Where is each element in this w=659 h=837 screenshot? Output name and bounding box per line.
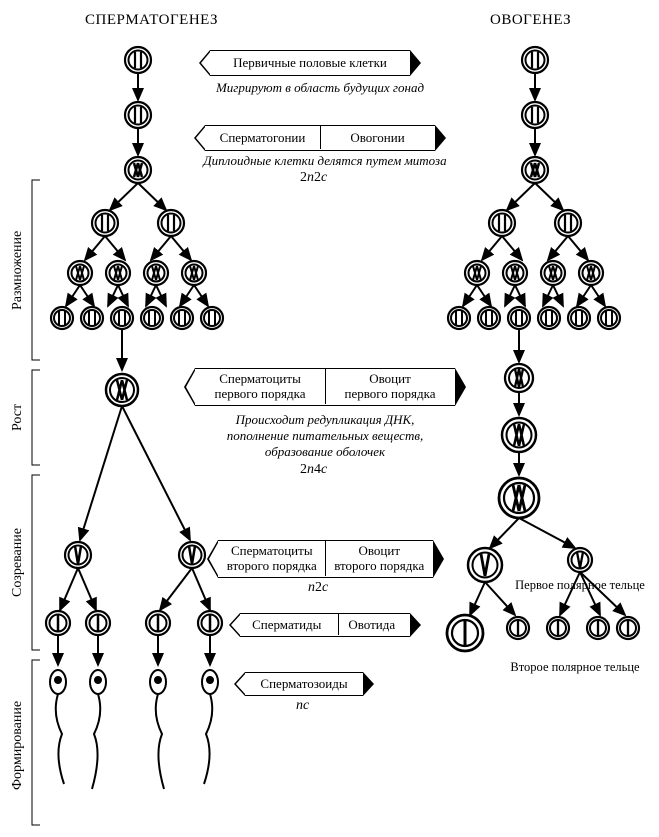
formula-2n4c: 2n4c: [300, 462, 327, 478]
formula-nc: nc: [296, 698, 309, 714]
divider-gonia: [320, 125, 321, 149]
divider-tids: [338, 613, 339, 635]
label-ooc2: Овоцит второго порядка: [326, 544, 434, 574]
stage-growth: Рост: [10, 395, 26, 440]
label-ootid: Овотида: [334, 618, 411, 633]
box-pgc: Первичные половые клетки: [210, 50, 410, 76]
label-spermatozoa: Сперматозоиды: [260, 677, 347, 692]
formula-n2c: n2c: [308, 580, 328, 596]
title-left: СПЕРМАТОГЕНЕЗ: [85, 12, 218, 29]
label-spermatogonia: Сперматогонии: [205, 131, 320, 146]
caption-growth-desc: Происходит редупликация ДНК, пополнение …: [190, 412, 460, 460]
divider-secondary: [325, 540, 326, 576]
label-spermatids: Сперматиды: [240, 618, 334, 633]
title-right: ОВОГЕНЕЗ: [490, 12, 571, 29]
label-pgc: Первичные половые клетки: [233, 56, 387, 71]
label-spc2: Сперматоциты второго порядка: [218, 544, 326, 574]
caption-mitosis: Диплоидные клетки делятся путем митоза: [175, 153, 475, 169]
label-polar1: Первое полярное тельце: [505, 578, 655, 593]
box-tids: Сперматиды Овотида: [240, 613, 410, 637]
divider-primary: [325, 368, 326, 404]
label-polar2: Второе полярное тельце: [495, 660, 655, 675]
box-spermatozoa: Сперматозоиды: [245, 672, 363, 696]
stage-maturation: Созревание: [10, 500, 26, 625]
label-oogonia: Овогонии: [320, 131, 435, 146]
label-spc1: Сперматоциты первого порядка: [195, 372, 325, 402]
stage-formation: Формирование: [10, 680, 26, 810]
formula-2n2c: 2n2c: [300, 170, 327, 186]
stage-reproduction: Размножение: [10, 185, 26, 355]
caption-migrate: Мигрируют в область будущих гонад: [190, 80, 450, 96]
label-ooc1: Овоцит первого порядка: [325, 372, 455, 402]
